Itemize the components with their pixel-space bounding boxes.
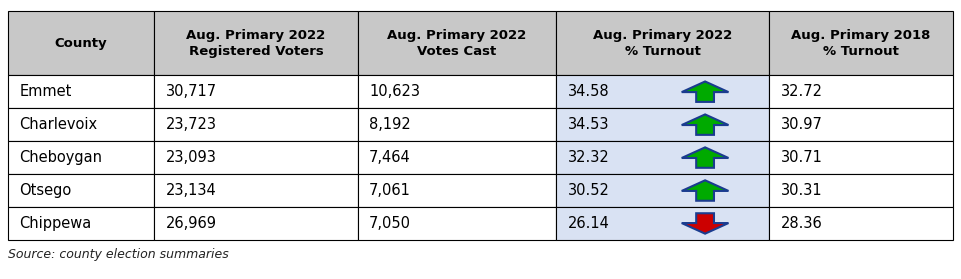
Bar — [357, 11, 556, 75]
Bar — [357, 141, 556, 174]
Text: Charlevoix: Charlevoix — [19, 117, 97, 132]
Bar — [769, 108, 953, 141]
Bar — [155, 11, 357, 75]
Bar — [357, 108, 556, 141]
Polygon shape — [681, 180, 728, 201]
Bar — [155, 108, 357, 141]
Text: 7,050: 7,050 — [369, 216, 411, 231]
Bar — [556, 75, 769, 108]
Bar — [357, 207, 556, 240]
Bar — [8, 108, 155, 141]
Polygon shape — [681, 147, 728, 168]
Text: 28.36: 28.36 — [780, 216, 823, 231]
Text: 30.52: 30.52 — [568, 183, 609, 198]
Text: 30.97: 30.97 — [780, 117, 823, 132]
Bar — [769, 75, 953, 108]
Bar — [769, 141, 953, 174]
Text: Source: county election summaries: Source: county election summaries — [8, 248, 229, 261]
Text: 30,717: 30,717 — [166, 84, 217, 99]
Bar — [556, 141, 769, 174]
Bar — [8, 174, 155, 207]
Polygon shape — [681, 213, 728, 234]
Text: 32.32: 32.32 — [568, 150, 609, 165]
Bar — [556, 174, 769, 207]
Text: 26.14: 26.14 — [568, 216, 609, 231]
Text: 23,134: 23,134 — [166, 183, 216, 198]
Bar — [556, 108, 769, 141]
Text: County: County — [55, 37, 108, 50]
Text: 7,464: 7,464 — [369, 150, 411, 165]
Bar — [8, 207, 155, 240]
Text: Otsego: Otsego — [19, 183, 71, 198]
Text: 30.31: 30.31 — [780, 183, 822, 198]
Text: Aug. Primary 2022
Votes Cast: Aug. Primary 2022 Votes Cast — [387, 29, 527, 58]
Text: 23,723: 23,723 — [166, 117, 217, 132]
Bar — [155, 75, 357, 108]
Text: 30.71: 30.71 — [780, 150, 823, 165]
Bar — [769, 207, 953, 240]
Text: 8,192: 8,192 — [369, 117, 411, 132]
Bar — [155, 141, 357, 174]
Polygon shape — [681, 81, 728, 102]
Text: Aug. Primary 2018
% Turnout: Aug. Primary 2018 % Turnout — [792, 29, 931, 58]
Text: 23,093: 23,093 — [166, 150, 216, 165]
Bar — [357, 75, 556, 108]
Text: Emmet: Emmet — [19, 84, 72, 99]
Bar — [8, 11, 155, 75]
Text: Aug. Primary 2022
% Turnout: Aug. Primary 2022 % Turnout — [593, 29, 732, 58]
Text: 26,969: 26,969 — [166, 216, 217, 231]
Bar — [155, 207, 357, 240]
Polygon shape — [681, 114, 728, 135]
Text: 34.58: 34.58 — [568, 84, 609, 99]
Bar — [357, 174, 556, 207]
Text: 10,623: 10,623 — [369, 84, 420, 99]
Bar — [769, 11, 953, 75]
Text: Cheboygan: Cheboygan — [19, 150, 102, 165]
Bar — [769, 174, 953, 207]
Text: Chippewa: Chippewa — [19, 216, 91, 231]
Bar — [556, 11, 769, 75]
Bar — [8, 75, 155, 108]
Text: 34.53: 34.53 — [568, 117, 609, 132]
Bar — [556, 207, 769, 240]
Text: 32.72: 32.72 — [780, 84, 823, 99]
Text: 7,061: 7,061 — [369, 183, 411, 198]
Bar — [8, 141, 155, 174]
Text: Aug. Primary 2022
Registered Voters: Aug. Primary 2022 Registered Voters — [186, 29, 326, 58]
Bar — [155, 174, 357, 207]
